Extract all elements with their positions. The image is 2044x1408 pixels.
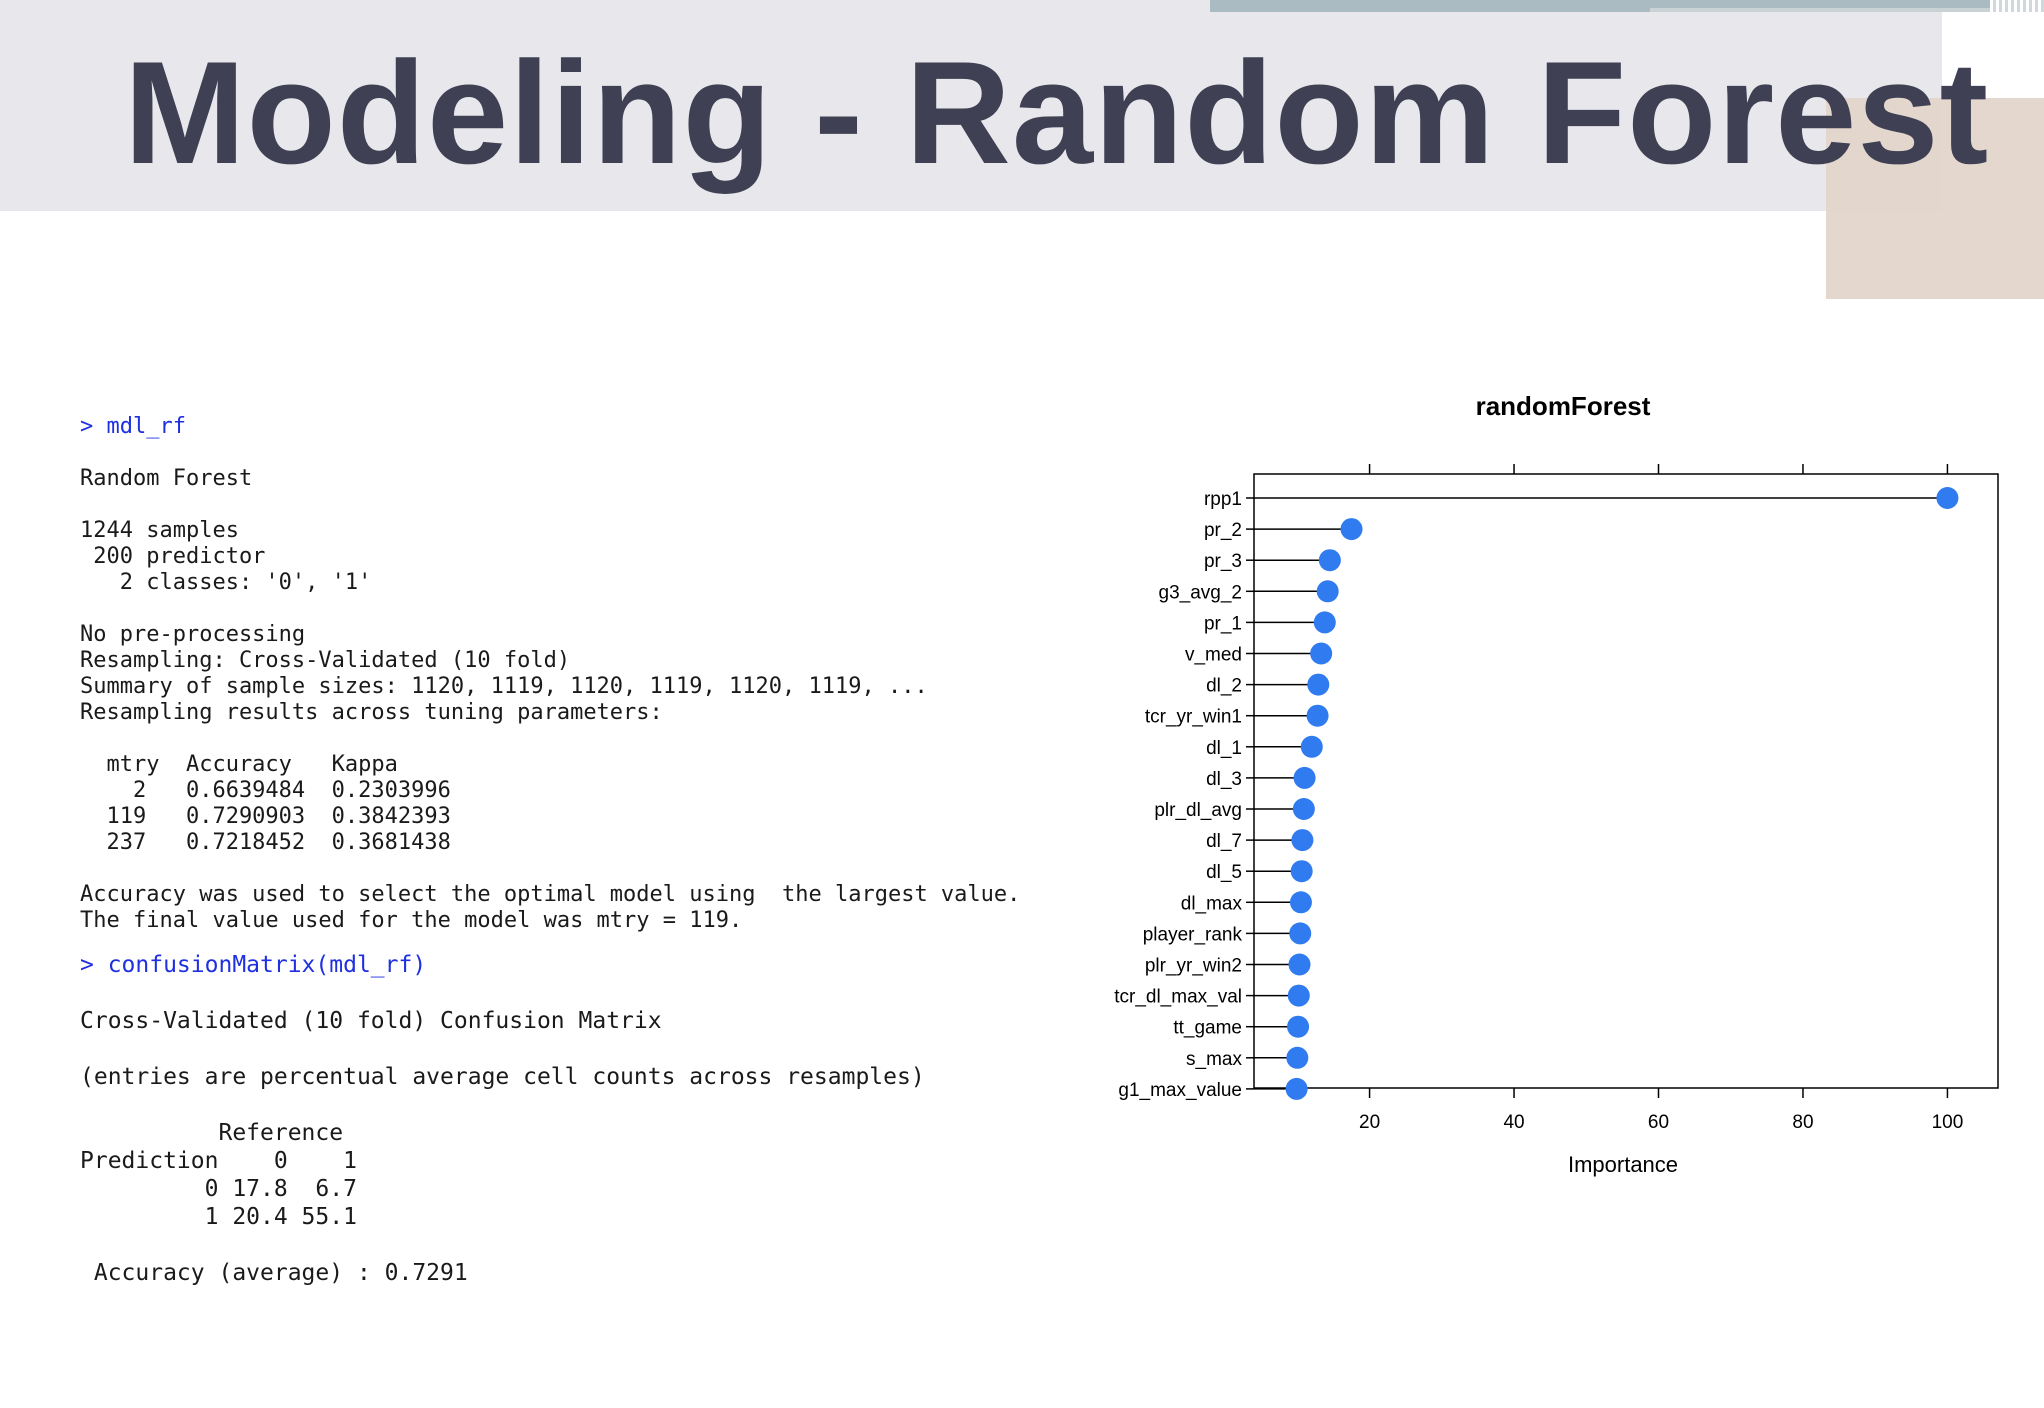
importance-point <box>1287 984 1310 1007</box>
console-line: The final value used for the model was m… <box>80 908 743 933</box>
y-tick-label: dl_1 <box>1206 738 1242 759</box>
importance-point <box>1313 611 1336 634</box>
r-console-confusion-output: > confusionMatrix(mdl_rf) Cross-Validate… <box>80 895 925 1287</box>
chart-title: randomForest <box>1476 391 1651 421</box>
y-tick-label: pr_3 <box>1204 551 1242 572</box>
importance-point <box>1285 1077 1308 1100</box>
console-line: Random Forest <box>80 466 253 491</box>
importance-dotplot: randomForest rpp1 pr_2 pr_3 g3_avg_2 pr_1 v_m… <box>1114 391 1999 1177</box>
y-tick-label: tcr_yr_win1 <box>1145 707 1242 728</box>
importance-point <box>1310 642 1333 665</box>
importance-point <box>1289 922 1312 945</box>
importance-point <box>1287 1015 1310 1038</box>
y-tick-label: s_max <box>1186 1049 1242 1070</box>
console-line: Cross-Validated (10 fold) Confusion Matr… <box>80 1008 662 1034</box>
x-tick-label: 60 <box>1648 1112 1669 1133</box>
y-tick-label: dl_3 <box>1206 769 1242 790</box>
y-tick-label: g1_max_value <box>1118 1080 1242 1101</box>
y-tick-label: dl_5 <box>1206 862 1242 883</box>
importance-point <box>1288 953 1311 976</box>
y-tick-label: tt_game <box>1173 1018 1242 1039</box>
slide-title: Modeling - Random Forest <box>124 31 1990 194</box>
importance-point <box>1293 766 1316 789</box>
y-tick-label: plr_yr_win2 <box>1145 956 1242 977</box>
r-console-model-output: > mdl_rf Random Forest 1244 samples 200 … <box>80 362 1020 934</box>
console-line: 237 0.7218452 0.3681438 <box>80 830 451 855</box>
console-line: Accuracy (average) : 0.7291 <box>80 1260 468 1286</box>
importance-point <box>1289 891 1312 914</box>
x-tick-label: 80 <box>1792 1112 1813 1133</box>
console-line: 200 predictor <box>80 544 266 569</box>
y-tick-label: tcr_dl_max_val <box>1114 987 1242 1008</box>
decorative-box <box>1826 98 2044 299</box>
x-tick-label: 40 <box>1503 1112 1524 1133</box>
console-line: Resampling: Cross-Validated (10 fold) <box>80 648 571 673</box>
y-tick-label: v_med <box>1185 645 1242 666</box>
importance-point <box>1316 580 1339 603</box>
importance-point <box>1291 829 1314 852</box>
console-line: Resampling results across tuning paramet… <box>80 700 663 725</box>
y-tick-label: pr_2 <box>1204 520 1242 541</box>
importance-point <box>1286 1046 1309 1069</box>
y-tick-label: g3_avg_2 <box>1159 582 1242 603</box>
console-line: Summary of sample sizes: 1120, 1119, 112… <box>80 674 928 699</box>
console-line: Prediction 0 1 <box>80 1148 357 1174</box>
console-line <box>80 726 1020 752</box>
plot-frame <box>1253 473 1999 1089</box>
decorative-stripes <box>1990 0 2044 12</box>
console-line <box>80 492 1020 518</box>
y-tick-label: pr_1 <box>1204 613 1242 634</box>
y-tick-label: dl_max <box>1181 893 1243 914</box>
console-line <box>80 596 1020 622</box>
y-tick-label: plr_dl_avg <box>1154 800 1242 821</box>
console-line <box>80 856 1020 882</box>
x-axis-label: Importance <box>1568 1152 1678 1177</box>
console-line: 119 0.7290903 0.3842393 <box>80 804 451 829</box>
importance-point <box>1936 487 1959 509</box>
console-line: No pre-processing <box>80 622 306 647</box>
console-line <box>80 1035 925 1063</box>
importance-point <box>1290 860 1313 883</box>
importance-point <box>1340 518 1363 541</box>
y-tick-label: dl_7 <box>1206 831 1242 852</box>
console-line <box>80 1091 925 1119</box>
importance-point <box>1300 735 1323 758</box>
console-line: 1244 samples <box>80 518 239 543</box>
console-command: > confusionMatrix(mdl_rf) <box>80 952 427 978</box>
importance-point <box>1306 704 1329 727</box>
y-tick-label: rpp1 <box>1204 489 1242 510</box>
console-line: mtry Accuracy Kappa <box>80 752 398 777</box>
variable-importance-chart: randomForest rpp1 pr_2 pr_3 g3_avg_2 pr_1 v_m… <box>1090 380 2020 1200</box>
console-command: > mdl_rf <box>80 414 186 439</box>
y-tick-label: dl_2 <box>1206 676 1242 697</box>
console-line: 2 classes: '0', '1' <box>80 570 372 595</box>
importance-point <box>1307 673 1330 696</box>
y-tick-label: player_rank <box>1143 924 1243 945</box>
console-line <box>80 1231 925 1259</box>
decorative-bar-light <box>1650 8 2044 12</box>
x-tick-label: 20 <box>1359 1112 1380 1133</box>
importance-point <box>1318 549 1341 572</box>
x-tick-label: 100 <box>1932 1112 1964 1133</box>
console-line: (entries are percentual average cell cou… <box>80 1064 925 1090</box>
importance-point <box>1292 798 1315 820</box>
console-line: 1 20.4 55.1 <box>80 1204 357 1230</box>
console-line: 2 0.6639484 0.2303996 <box>80 778 451 803</box>
console-line: Reference <box>80 1120 344 1146</box>
console-line: Accuracy was used to select the optimal … <box>80 882 1021 907</box>
title-band <box>0 0 1942 211</box>
console-line: 0 17.8 6.7 <box>80 1176 357 1202</box>
